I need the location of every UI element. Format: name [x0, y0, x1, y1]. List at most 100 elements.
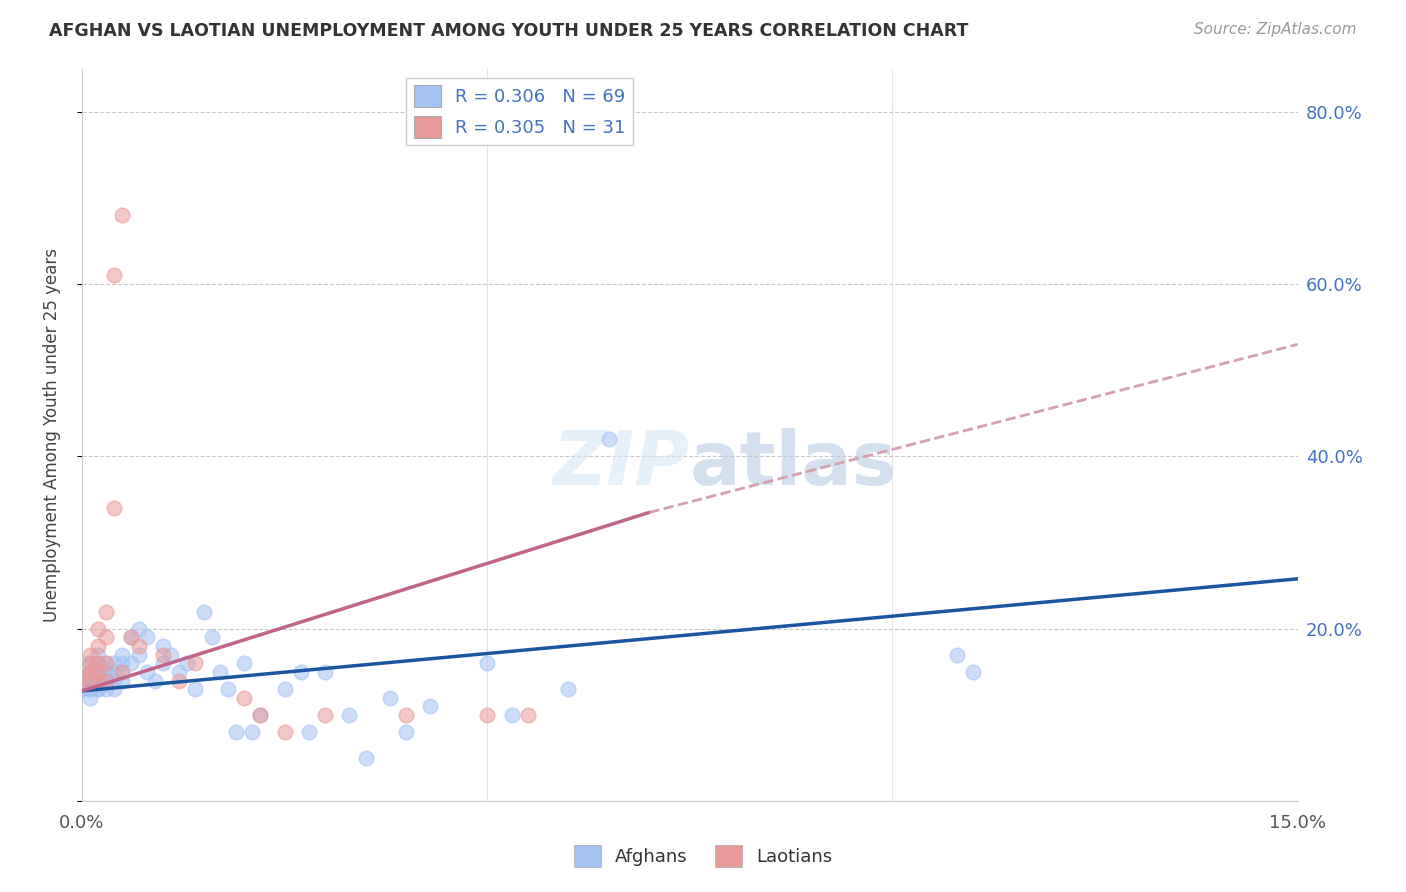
Point [339, 708, 361, 723]
Point [96, 673, 118, 688]
Point [70, 673, 93, 688]
Point [176, 657, 198, 671]
Point [233, 690, 256, 705]
Point [249, 708, 271, 723]
Point [477, 708, 499, 723]
Point [79, 682, 101, 697]
Point [184, 682, 207, 697]
Point [79, 657, 101, 671]
Point [167, 665, 190, 679]
Point [225, 725, 247, 739]
Text: AFGHAN VS LAOTIAN UNEMPLOYMENT AMONG YOUTH UNDER 25 YEARS CORRELATION CHART: AFGHAN VS LAOTIAN UNEMPLOYMENT AMONG YOU… [49, 22, 969, 40]
Point [79, 665, 101, 679]
Point [87, 673, 110, 688]
Point [87, 682, 110, 697]
Point [87, 665, 110, 679]
Point [135, 631, 157, 645]
Point [184, 657, 207, 671]
Point [87, 639, 110, 653]
Point [79, 665, 101, 679]
Point [419, 699, 441, 714]
Point [201, 631, 224, 645]
Point [87, 665, 110, 679]
Point [314, 665, 336, 679]
Point [79, 665, 101, 679]
Point [79, 648, 101, 662]
Point [477, 657, 499, 671]
Point [273, 725, 295, 739]
Point [962, 665, 984, 679]
Point [87, 665, 110, 679]
Text: ZIP: ZIP [553, 427, 690, 500]
Point [120, 657, 142, 671]
Point [111, 673, 134, 688]
Point [79, 673, 101, 688]
Point [160, 648, 183, 662]
Point [273, 682, 295, 697]
Point [111, 648, 134, 662]
Text: Source: ZipAtlas.com: Source: ZipAtlas.com [1194, 22, 1357, 37]
Point [208, 665, 231, 679]
Point [87, 657, 110, 671]
Point [96, 631, 118, 645]
Y-axis label: Unemployment Among Youth under 25 years: Unemployment Among Youth under 25 years [44, 248, 60, 622]
Point [233, 657, 256, 671]
Point [96, 605, 118, 619]
Legend: Afghans, Laotians: Afghans, Laotians [567, 838, 839, 874]
Point [96, 657, 118, 671]
Point [96, 665, 118, 679]
Point [79, 657, 101, 671]
Point [946, 648, 969, 662]
Point [79, 690, 101, 705]
Text: atlas: atlas [690, 427, 897, 500]
Point [143, 673, 166, 688]
Point [249, 708, 271, 723]
Point [79, 665, 101, 679]
Point [152, 648, 174, 662]
Point [501, 708, 523, 723]
Point [128, 639, 150, 653]
Point [87, 648, 110, 662]
Point [557, 682, 579, 697]
Point [103, 657, 125, 671]
Point [96, 682, 118, 697]
Legend: R = 0.306   N = 69, R = 0.305   N = 31: R = 0.306 N = 69, R = 0.305 N = 31 [406, 78, 633, 145]
Point [217, 682, 239, 697]
Point [240, 725, 263, 739]
Point [135, 665, 157, 679]
Point [193, 605, 215, 619]
Point [70, 682, 93, 697]
Point [103, 673, 125, 688]
Point [96, 673, 118, 688]
Point [96, 657, 118, 671]
Point [128, 622, 150, 636]
Point [354, 751, 377, 765]
Point [111, 665, 134, 679]
Point [128, 648, 150, 662]
Point [598, 432, 620, 446]
Point [87, 673, 110, 688]
Point [87, 622, 110, 636]
Point [103, 501, 125, 516]
Point [79, 682, 101, 697]
Point [96, 665, 118, 679]
Point [152, 657, 174, 671]
Point [378, 690, 401, 705]
Point [79, 665, 101, 679]
Point [111, 208, 134, 222]
Point [111, 665, 134, 679]
Point [103, 665, 125, 679]
Point [120, 631, 142, 645]
Point [87, 657, 110, 671]
Point [395, 725, 418, 739]
Point [298, 725, 321, 739]
Point [70, 673, 93, 688]
Point [290, 665, 312, 679]
Point [79, 673, 101, 688]
Point [120, 631, 142, 645]
Point [167, 673, 190, 688]
Point [103, 268, 125, 283]
Point [152, 639, 174, 653]
Point [79, 673, 101, 688]
Point [395, 708, 418, 723]
